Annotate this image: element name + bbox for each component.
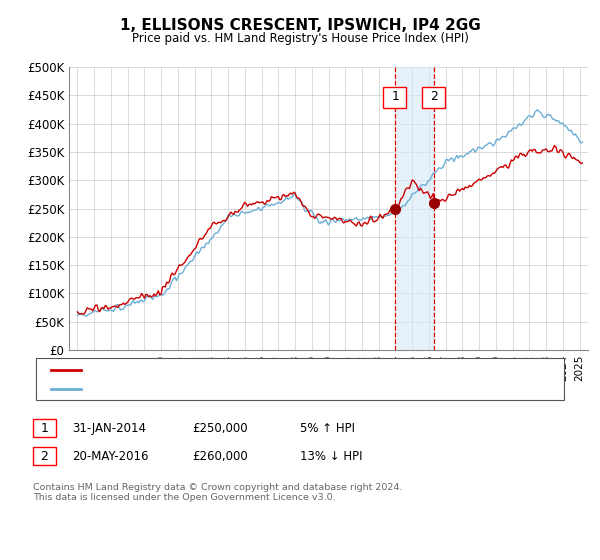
Text: 2: 2: [431, 90, 439, 103]
Text: Price paid vs. HM Land Registry's House Price Index (HPI): Price paid vs. HM Land Registry's House …: [131, 32, 469, 45]
Text: £250,000: £250,000: [192, 422, 248, 435]
Text: 1, ELLISONS CRESCENT, IPSWICH, IP4 2GG: 1, ELLISONS CRESCENT, IPSWICH, IP4 2GG: [119, 18, 481, 33]
Text: 31-JAN-2014: 31-JAN-2014: [72, 422, 146, 435]
Text: Contains HM Land Registry data © Crown copyright and database right 2024.
This d: Contains HM Land Registry data © Crown c…: [33, 483, 403, 502]
Text: 1, ELLISONS CRESCENT, IPSWICH, IP4 2GG (detached house): 1, ELLISONS CRESCENT, IPSWICH, IP4 2GG (…: [87, 365, 420, 375]
Text: 13% ↓ HPI: 13% ↓ HPI: [300, 450, 362, 463]
Text: 5% ↑ HPI: 5% ↑ HPI: [300, 422, 355, 435]
Text: 1: 1: [392, 90, 400, 103]
Text: 2: 2: [40, 450, 49, 463]
Text: £260,000: £260,000: [192, 450, 248, 463]
Text: HPI: Average price, detached house, Ipswich: HPI: Average price, detached house, Ipsw…: [87, 384, 330, 394]
Text: 20-MAY-2016: 20-MAY-2016: [72, 450, 149, 463]
Text: 1: 1: [40, 422, 49, 435]
